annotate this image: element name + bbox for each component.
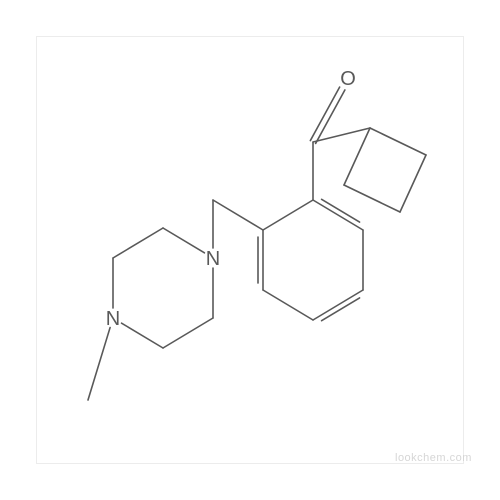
- watermark-text: lookchem.com: [395, 452, 472, 464]
- figure-canvas: ONN lookchem.com: [0, 0, 500, 500]
- structure-border: [36, 36, 464, 464]
